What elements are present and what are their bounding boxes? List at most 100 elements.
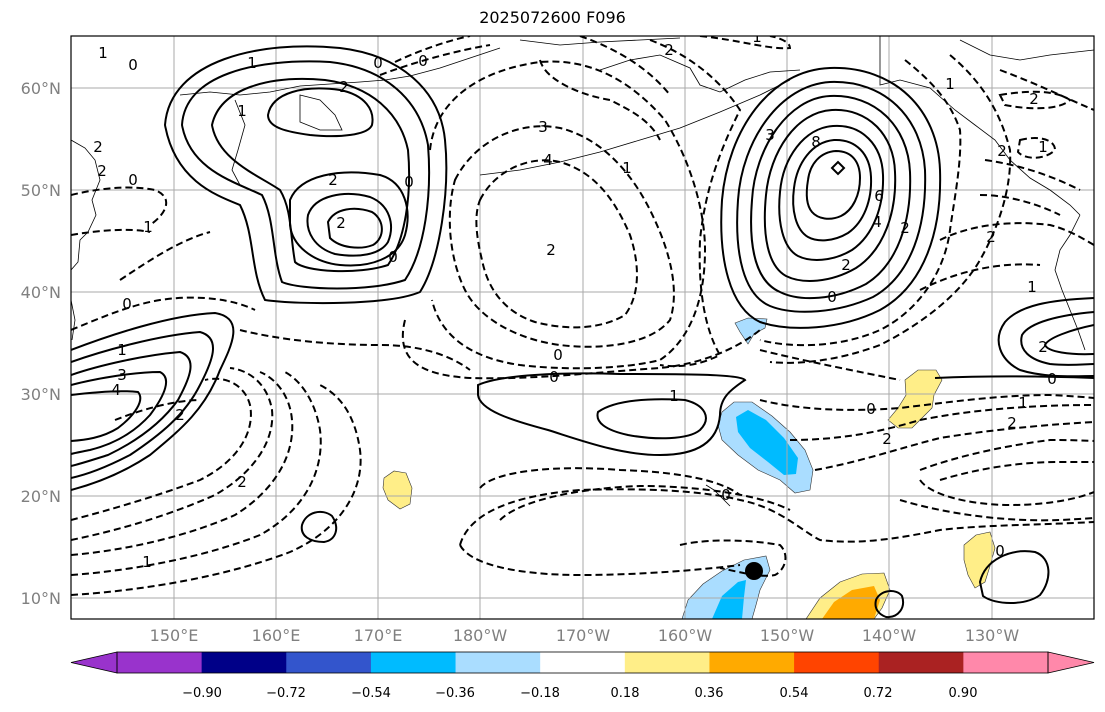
lat-label: 20°N <box>21 487 61 506</box>
contour-label: 3 <box>117 366 127 384</box>
contour-label: 0 <box>373 54 383 72</box>
lat-label: 30°N <box>21 385 61 404</box>
contour-label: 2 <box>546 241 556 259</box>
gridlines <box>71 36 1094 619</box>
contour-label: 1 <box>1038 138 1048 156</box>
contour-label: 2 <box>772 8 782 26</box>
contour-label: 1 <box>622 159 632 177</box>
contour-label: 1 <box>237 102 247 120</box>
colorbar-tick-label: −0.90 <box>182 686 222 701</box>
contour-label: 0 <box>128 171 138 189</box>
contour-label: 2 <box>237 473 247 491</box>
contour-label: 2 <box>97 162 107 180</box>
colorbar-tick-label: −0.54 <box>351 686 391 701</box>
latitude-labels: 60°N 50°N 40°N 30°N 20°N 10°N <box>21 79 61 608</box>
contour-label: 0 <box>866 400 876 418</box>
lat-label: 50°N <box>21 181 61 200</box>
contour-label: 2 <box>997 142 1007 160</box>
contour-label: 0 <box>549 368 559 386</box>
contour-label: 0 <box>404 173 414 191</box>
map-frame <box>70 35 1095 620</box>
shade-yellow-patch <box>382 470 413 510</box>
colorbar-swatch <box>201 652 287 673</box>
positive-contours <box>71 45 1094 619</box>
contour-label: 1 <box>247 54 257 72</box>
contour-label: 0 <box>418 52 428 70</box>
colorbar-min-extend-arrow <box>70 651 118 674</box>
colorbar-swatch <box>370 652 457 673</box>
contour-label: 2 <box>328 171 338 189</box>
colorbar-swatch <box>540 652 626 673</box>
colorbar-tick-label: −0.36 <box>435 686 475 701</box>
colorbar-max-extend-arrow <box>1047 651 1095 674</box>
contour-label: 0 <box>128 56 138 74</box>
colorbar-swatch <box>455 652 541 673</box>
colorbar-swatch <box>709 652 795 673</box>
lon-label: 160°E <box>252 626 301 645</box>
colorbar-tick-label: 0.90 <box>949 686 978 701</box>
lon-label: 170°W <box>556 626 611 645</box>
colorbar-tick-label: 0.54 <box>780 686 809 701</box>
contour-label: 4 <box>111 381 121 399</box>
colorbar <box>70 651 1095 674</box>
contour-label: 2 <box>986 228 996 246</box>
colorbar-swatch <box>286 652 372 673</box>
colorbar-tick-label: 0.18 <box>611 686 640 701</box>
colorbar-tick-label: −0.72 <box>266 686 306 701</box>
contour-label: 2 <box>336 214 346 232</box>
colorbar-frame <box>116 651 1049 674</box>
colorbar-swatch <box>963 652 1049 673</box>
shade-orange-patch <box>822 586 880 619</box>
map-title: 2025072600 F096 <box>479 8 626 27</box>
contour-label: 0 <box>388 248 398 266</box>
contour-label: 2 <box>841 256 851 274</box>
shade-blue-patch <box>736 410 798 475</box>
lon-label: 180°W <box>453 626 508 645</box>
contour-label: 2 <box>93 138 103 156</box>
negative-contours <box>71 36 1094 596</box>
contour-label: 1 <box>117 341 127 359</box>
contour-label: 3 <box>538 118 548 136</box>
contour-label: 8 <box>811 133 821 151</box>
colorbar-tick-label: 0.36 <box>695 686 724 701</box>
colorbar-swatch <box>624 652 710 673</box>
contour-label: 1 <box>752 28 762 46</box>
coastlines <box>71 36 1094 507</box>
lon-label: 130°W <box>965 626 1020 645</box>
colorbar-swatch <box>794 652 880 673</box>
lon-label: 150°E <box>150 626 199 645</box>
lon-label: 140°W <box>862 626 917 645</box>
shade-blue-patch <box>712 580 746 619</box>
contour-label: 3 <box>765 126 775 144</box>
lon-label: 160°W <box>658 626 713 645</box>
contour-label: 2 <box>664 41 674 59</box>
lat-label: 40°N <box>21 283 61 302</box>
contour-label: 4 <box>543 151 553 169</box>
contour-label: 1 <box>1027 278 1037 296</box>
contour-label: 1 <box>98 44 108 62</box>
lon-label: 150°W <box>760 626 815 645</box>
contour-label: 2 <box>339 78 349 96</box>
contour-label: 2 <box>175 406 185 424</box>
shade-yellow-patch <box>963 531 996 589</box>
contour-label: 1 <box>143 218 153 236</box>
contour-label: 1 <box>669 387 679 405</box>
contour-label: 1 <box>945 75 955 93</box>
contour-label: 0 <box>1047 370 1057 388</box>
contour-label: 2 <box>900 219 910 237</box>
lat-label: 10°N <box>21 589 61 608</box>
lat-label: 60°N <box>21 79 61 98</box>
location-marker <box>745 562 763 580</box>
colorbar-swatch <box>878 652 964 673</box>
colorbar-tick-label: −0.18 <box>520 686 560 701</box>
contour-label: 0 <box>122 295 132 313</box>
contour-label: 2 <box>1029 90 1039 108</box>
contour-label: 1 <box>142 553 152 571</box>
contour-label: 6 <box>874 187 884 205</box>
contour-label: 0 <box>721 486 731 504</box>
colorbar-tick-labels: −0.90 −0.72 −0.54 −0.36 −0.18 0.18 0.36 … <box>182 686 977 701</box>
contour-label: 2 <box>1038 338 1048 356</box>
contour-label: 0 <box>553 346 563 364</box>
